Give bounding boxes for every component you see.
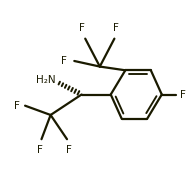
Text: F: F xyxy=(66,145,72,155)
Text: F: F xyxy=(37,145,43,155)
Text: H₂N: H₂N xyxy=(36,75,56,85)
Text: F: F xyxy=(79,23,85,33)
Text: F: F xyxy=(61,56,67,66)
Text: F: F xyxy=(113,23,119,33)
Text: F: F xyxy=(180,90,186,99)
Text: F: F xyxy=(14,101,20,111)
